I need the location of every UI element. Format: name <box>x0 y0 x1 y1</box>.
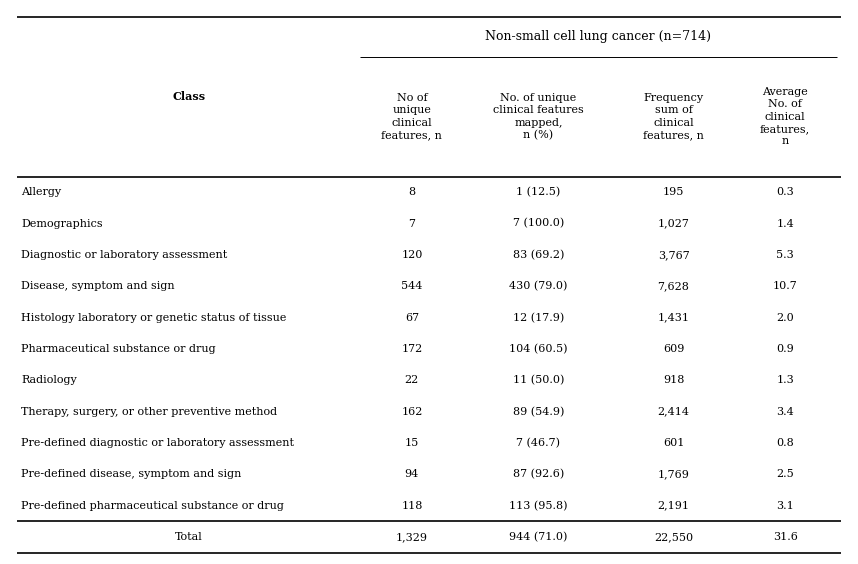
Text: 1.3: 1.3 <box>776 375 794 385</box>
Text: 31.6: 31.6 <box>773 532 797 542</box>
Text: 118: 118 <box>402 501 422 510</box>
Text: Demographics: Demographics <box>21 218 103 228</box>
Text: 1,027: 1,027 <box>657 218 690 228</box>
Text: 430 (79.0): 430 (79.0) <box>509 281 568 292</box>
Text: Diagnostic or laboratory assessment: Diagnostic or laboratory assessment <box>21 250 227 260</box>
Text: Average
No. of
clinical
features,
n: Average No. of clinical features, n <box>760 87 810 147</box>
Text: 7,628: 7,628 <box>657 281 690 291</box>
Text: Frequency
sum of
clinical
features, n: Frequency sum of clinical features, n <box>644 93 704 140</box>
Text: 87 (92.6): 87 (92.6) <box>513 469 564 479</box>
Text: 1,329: 1,329 <box>396 532 428 542</box>
Text: 5.3: 5.3 <box>776 250 794 260</box>
Text: 22,550: 22,550 <box>654 532 693 542</box>
Text: Class: Class <box>172 91 205 102</box>
Text: No of
unique
clinical
features, n: No of unique clinical features, n <box>382 93 442 140</box>
Text: 0.8: 0.8 <box>776 438 794 448</box>
Text: Radiology: Radiology <box>21 375 77 385</box>
Text: 3,767: 3,767 <box>657 250 690 260</box>
Text: 944 (71.0): 944 (71.0) <box>509 532 568 542</box>
Text: 1,431: 1,431 <box>657 312 690 323</box>
Text: 162: 162 <box>402 407 422 417</box>
Text: 2,414: 2,414 <box>657 407 690 417</box>
Text: 609: 609 <box>663 344 684 354</box>
Text: Pre-defined pharmaceutical substance or drug: Pre-defined pharmaceutical substance or … <box>21 501 284 510</box>
Text: 3.1: 3.1 <box>776 501 794 510</box>
Text: 67: 67 <box>405 312 419 323</box>
Text: Pre-defined diagnostic or laboratory assessment: Pre-defined diagnostic or laboratory ass… <box>21 438 294 448</box>
Text: Pharmaceutical substance or drug: Pharmaceutical substance or drug <box>21 344 216 354</box>
Text: 2.5: 2.5 <box>776 469 794 479</box>
Text: 22: 22 <box>405 375 419 385</box>
Text: Allergy: Allergy <box>21 187 62 197</box>
Text: 10.7: 10.7 <box>773 281 797 291</box>
Text: 0.9: 0.9 <box>776 344 794 354</box>
Text: 83 (69.2): 83 (69.2) <box>513 250 564 260</box>
Text: 7 (46.7): 7 (46.7) <box>517 438 560 448</box>
Text: 2.0: 2.0 <box>776 312 794 323</box>
Text: 8: 8 <box>408 187 415 197</box>
Text: 104 (60.5): 104 (60.5) <box>509 344 568 354</box>
Text: 7: 7 <box>408 218 415 228</box>
Text: 195: 195 <box>663 187 684 197</box>
Text: 7 (100.0): 7 (100.0) <box>513 218 564 228</box>
Text: Pre-defined disease, symptom and sign: Pre-defined disease, symptom and sign <box>21 469 242 479</box>
Text: 918: 918 <box>663 375 684 385</box>
Text: 1 (12.5): 1 (12.5) <box>517 187 560 197</box>
Text: 3.4: 3.4 <box>776 407 794 417</box>
Text: Histology laboratory or genetic status of tissue: Histology laboratory or genetic status o… <box>21 312 287 323</box>
Text: Therapy, surgery, or other preventive method: Therapy, surgery, or other preventive me… <box>21 407 278 417</box>
Text: 11 (50.0): 11 (50.0) <box>513 375 564 385</box>
Text: 0.3: 0.3 <box>776 187 794 197</box>
Text: 94: 94 <box>405 469 419 479</box>
Text: No. of unique
clinical features
mapped,
n (%): No. of unique clinical features mapped, … <box>493 93 583 140</box>
Text: 601: 601 <box>663 438 684 448</box>
Text: 2,191: 2,191 <box>657 501 690 510</box>
Text: 172: 172 <box>402 344 422 354</box>
Text: 1.4: 1.4 <box>776 218 794 228</box>
Text: 120: 120 <box>402 250 422 260</box>
Text: 89 (54.9): 89 (54.9) <box>513 407 564 417</box>
Text: 12 (17.9): 12 (17.9) <box>513 312 564 323</box>
Text: 113 (95.8): 113 (95.8) <box>509 500 568 511</box>
Text: 15: 15 <box>405 438 419 448</box>
Text: 544: 544 <box>402 281 422 291</box>
Text: 1,769: 1,769 <box>657 469 690 479</box>
Text: Disease, symptom and sign: Disease, symptom and sign <box>21 281 175 291</box>
Text: Non-small cell lung cancer (n=714): Non-small cell lung cancer (n=714) <box>486 30 711 43</box>
Text: Total: Total <box>175 532 202 542</box>
